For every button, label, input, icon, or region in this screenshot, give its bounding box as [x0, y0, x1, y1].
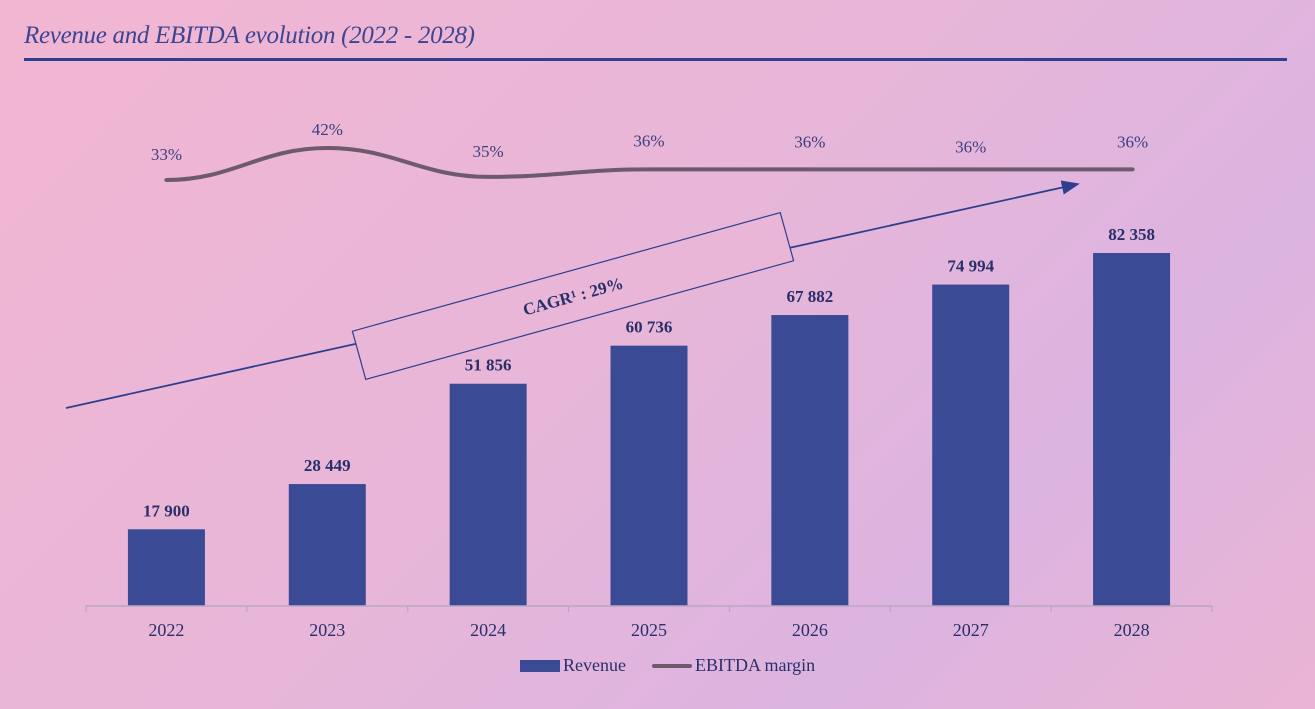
chart-legend: Revenue EBITDA margin: [520, 655, 841, 676]
revenue-bar-2024: [449, 383, 527, 606]
revenue-data-labels: 17 900 28 449 51 856 60 736 67 882 74 994 82 3…: [143, 225, 1155, 520]
revenue-bar-2028: [1093, 253, 1171, 606]
ebitda-margin-swatch: [651, 663, 692, 668]
x-tick-label-2028: 2028: [1114, 620, 1150, 640]
revenue-bar-2023: [288, 484, 366, 606]
revenue-value-label-2023: 28 449: [304, 456, 351, 475]
revenue-bar-2025: [610, 345, 688, 606]
revenue-value-label-2026: 67 882: [786, 287, 833, 306]
x-axis-ticks: [85, 606, 1213, 612]
ebitda-margin-line: [164, 145, 1135, 182]
revenue-bar-2027: [932, 284, 1010, 606]
x-tick-label-2027: 2027: [953, 620, 989, 640]
revenue-bar-2022: [127, 529, 205, 606]
x-axis-tick-labels: 2022 2023 2024 2025 2026 2027 2028: [148, 620, 1149, 640]
x-tick-label-2022: 2022: [148, 620, 184, 640]
x-tick-label-2026: 2026: [792, 620, 828, 640]
revenue-value-label-2024: 51 856: [465, 356, 512, 375]
legend-item-ebitda-margin: EBITDA margin: [651, 655, 816, 676]
revenue-bars: [127, 253, 1171, 606]
revenue-value-label-2022: 17 900: [143, 501, 190, 520]
ebitda-margin-labels: 33% 42% 35% 36% 36% 36% 36%: [151, 120, 1148, 164]
revenue-bar-2026: [771, 315, 849, 606]
ebitda-margin-label-2025: 36%: [633, 131, 664, 150]
ebitda-margin-label-2026: 36%: [794, 132, 825, 151]
revenue-value-label-2025: 60 736: [626, 318, 673, 337]
revenue-value-label-2028: 82 358: [1108, 225, 1155, 244]
ebitda-margin-label-2028: 36%: [1117, 132, 1148, 151]
revenue-swatch: [520, 659, 560, 672]
legend-item-revenue: Revenue: [520, 655, 626, 676]
legend-label-revenue: Revenue: [563, 655, 626, 675]
x-tick-label-2025: 2025: [631, 620, 667, 640]
ebitda-margin-label-2022: 33%: [151, 145, 182, 164]
ebitda-margin-label-2023: 42%: [312, 120, 343, 139]
revenue-value-label-2027: 74 994: [947, 257, 994, 276]
cagr-box: [351, 211, 795, 381]
chart-title: Revenue and EBITDA evolution (2022 - 202…: [24, 22, 475, 49]
cagr-annotation: CAGR¹ : 29%: [351, 211, 795, 381]
legend-label-ebitda-margin: EBITDA margin: [694, 655, 816, 675]
ebitda-margin-label-2027: 36%: [955, 137, 986, 156]
ebitda-margin-label-2024: 35%: [473, 142, 504, 161]
x-tick-label-2024: 2024: [470, 620, 506, 640]
x-tick-label-2023: 2023: [309, 620, 345, 640]
title-divider: [24, 58, 1287, 61]
